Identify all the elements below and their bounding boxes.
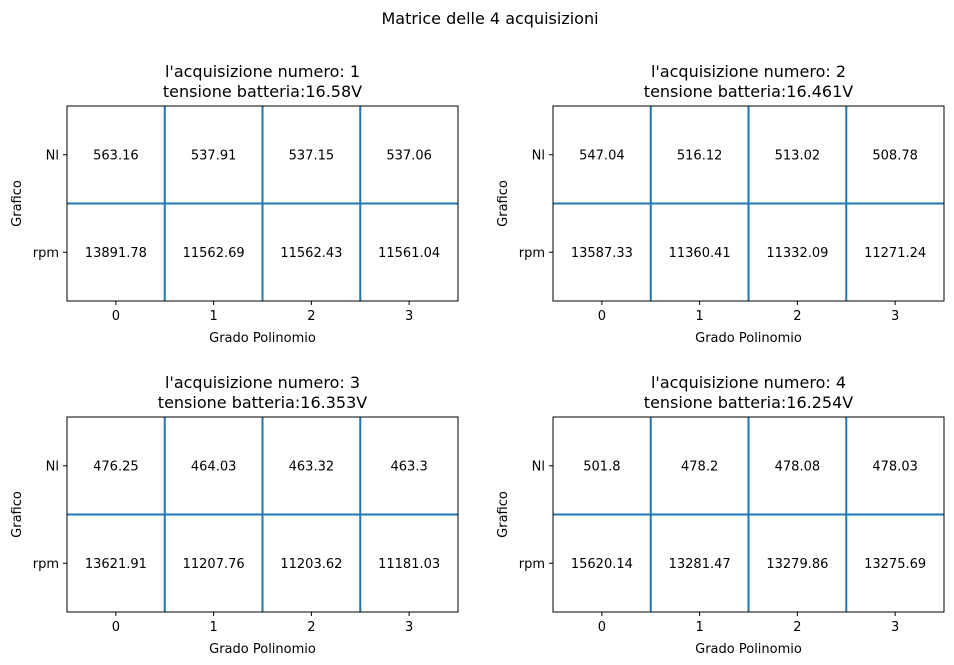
x-tick-label: 2: [307, 309, 315, 324]
cell-value: 11181.03: [378, 557, 440, 572]
x-tick-label: 3: [891, 309, 899, 324]
cell-value: 478.03: [872, 459, 918, 474]
cell-value: 13275.69: [864, 557, 926, 572]
cell-value: 11562.69: [183, 246, 245, 261]
cell-value: 476.25: [93, 459, 139, 474]
cell-value: 563.16: [93, 148, 139, 163]
y-tick-label: Nl: [532, 459, 545, 474]
x-tick-label: 1: [209, 309, 217, 324]
axes-frame: [552, 416, 945, 613]
cell-value: 547.04: [579, 148, 625, 163]
panel-title-line2: tensione batteria:16.353V: [158, 393, 367, 412]
y-tick-label: Nl: [532, 148, 545, 163]
cell-value: 11207.76: [183, 557, 245, 572]
y-axis-label: Grafico: [496, 180, 511, 227]
x-tick-label: 3: [405, 309, 413, 324]
cell-value: 11203.62: [280, 557, 342, 572]
cell-value: 537.15: [289, 148, 335, 163]
x-tick-label: 2: [793, 620, 801, 635]
cell-value: 537.91: [191, 148, 237, 163]
x-axis-label: Grado Polinomio: [209, 331, 316, 346]
cell-value: 11562.43: [280, 246, 342, 261]
x-tick-label: 0: [598, 620, 606, 635]
y-axis-label: Grafico: [496, 491, 511, 538]
cell-value: 516.12: [677, 148, 723, 163]
y-tick-label: Nl: [46, 148, 59, 163]
x-tick-label: 1: [695, 620, 703, 635]
cell-value: 13891.78: [85, 246, 147, 261]
cell-value: 537.06: [386, 148, 432, 163]
x-tick-label: 1: [695, 309, 703, 324]
x-tick-label: 3: [891, 620, 899, 635]
y-tick-label: rpm: [33, 246, 59, 261]
panel-title-line2: tensione batteria:16.461V: [644, 82, 853, 101]
x-axis-label: Grado Polinomio: [695, 642, 802, 657]
cell-value: 508.78: [872, 148, 918, 163]
cell-value: 463.32: [289, 459, 335, 474]
cell-value: 13281.47: [669, 557, 731, 572]
cell-value: 11271.24: [864, 246, 926, 261]
cell-value: 464.03: [191, 459, 237, 474]
cell-value: 11332.09: [766, 246, 828, 261]
x-axis-label: Grado Polinomio: [209, 642, 316, 657]
panel-title-line1: l'acquisizione numero: 3: [165, 373, 360, 392]
axes-frame: [66, 105, 459, 302]
y-tick-label: Nl: [46, 459, 59, 474]
cell-value: 15620.14: [571, 557, 633, 572]
cell-value: 501.8: [583, 459, 620, 474]
y-tick-label: rpm: [33, 557, 59, 572]
cell-value: 13621.91: [85, 557, 147, 572]
cell-value: 13587.33: [571, 246, 633, 261]
axes-frame: [552, 105, 945, 302]
panel-title-line2: tensione batteria:16.58V: [163, 82, 362, 101]
x-axis-label: Grado Polinomio: [695, 331, 802, 346]
cell-value: 11360.41: [669, 246, 731, 261]
x-tick-label: 1: [209, 620, 217, 635]
x-tick-label: 2: [793, 309, 801, 324]
cell-value: 478.08: [775, 459, 821, 474]
x-tick-label: 2: [307, 620, 315, 635]
cell-value: 463.3: [391, 459, 428, 474]
cell-value: 13279.86: [766, 557, 828, 572]
x-tick-label: 0: [598, 309, 606, 324]
panel-title-line1: l'acquisizione numero: 4: [651, 373, 846, 392]
panel-title-line1: l'acquisizione numero: 2: [651, 62, 846, 81]
y-tick-label: rpm: [519, 246, 545, 261]
axes-frame: [66, 416, 459, 613]
panel-title-line1: l'acquisizione numero: 1: [165, 62, 360, 81]
y-tick-label: rpm: [519, 557, 545, 572]
cell-value: 478.2: [681, 459, 718, 474]
cell-value: 513.02: [775, 148, 821, 163]
cell-value: 11561.04: [378, 246, 440, 261]
y-axis-label: Grafico: [10, 180, 25, 227]
y-axis-label: Grafico: [10, 491, 25, 538]
x-tick-label: 0: [112, 620, 120, 635]
x-tick-label: 3: [405, 620, 413, 635]
x-tick-label: 0: [112, 309, 120, 324]
figure-suptitle: Matrice delle 4 acquisizioni: [381, 9, 598, 28]
panel-title-line2: tensione batteria:16.254V: [644, 393, 853, 412]
